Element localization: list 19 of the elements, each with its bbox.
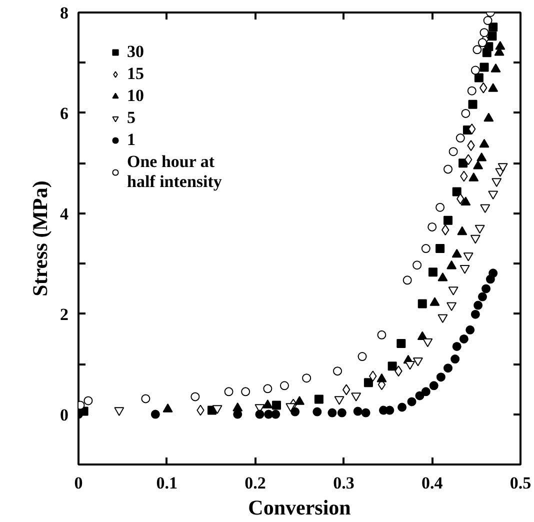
x-tick-label: 0.3 [333, 474, 354, 492]
legend-label: 1 [127, 130, 136, 150]
y-tick-label: 6 [60, 104, 68, 123]
x-tick-label: 0.4 [421, 474, 444, 492]
legend-label: One hour at half intensity [127, 152, 222, 192]
y-tick-label: 2 [60, 304, 68, 324]
legend-label: 15 [127, 64, 145, 84]
x-tick-label: 0.1 [156, 474, 178, 492]
x-tick-label: 0.2 [244, 474, 266, 492]
x-axis-title: Conversion [248, 496, 352, 520]
y-tick-label: 8 [60, 4, 68, 22]
y-tick-label: 0 [60, 405, 68, 424]
legend-label: 30 [127, 42, 145, 62]
legend-label: 10 [127, 86, 145, 106]
y-axis-title: Stress (MPa) [28, 180, 52, 296]
legend-label: 5 [127, 108, 136, 128]
x-tick-label: 0.5 [510, 474, 532, 492]
x-tick-label: 0 [74, 474, 83, 492]
y-tick-label: 4 [60, 204, 69, 224]
